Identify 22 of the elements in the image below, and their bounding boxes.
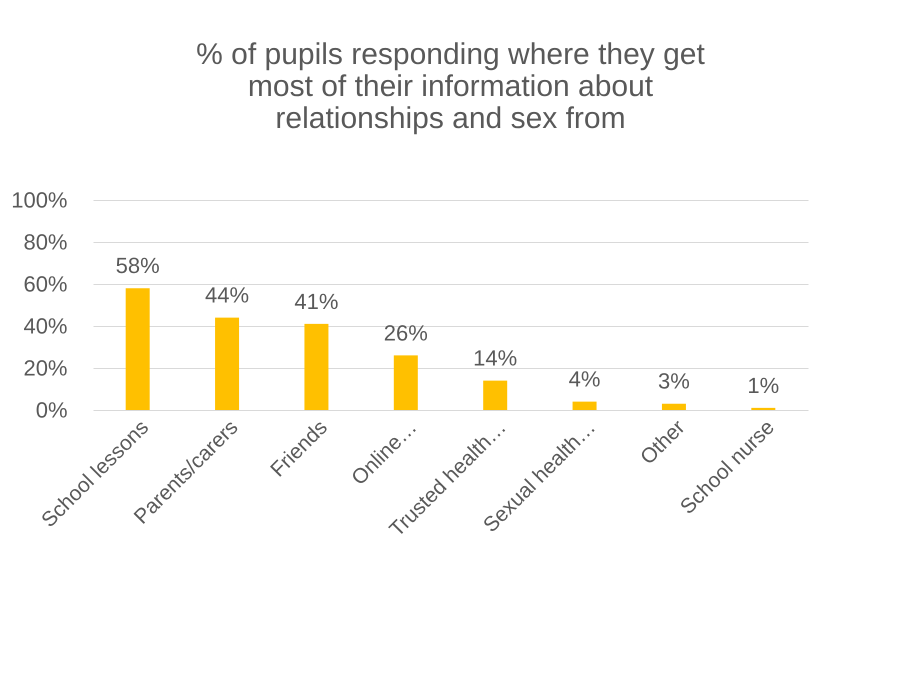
y-tick-label: 100% xyxy=(11,188,68,212)
y-tick-label: 0% xyxy=(36,398,68,422)
bar xyxy=(215,318,240,410)
bar xyxy=(304,324,328,410)
bar xyxy=(126,288,150,410)
y-tick-label: 80% xyxy=(23,230,68,254)
y-tick-label: 60% xyxy=(23,272,68,296)
y-tick-label: 40% xyxy=(23,314,68,338)
data-label: 26% xyxy=(384,320,428,346)
bar xyxy=(662,404,686,410)
data-label: 58% xyxy=(116,253,160,278)
data-label: 3% xyxy=(658,368,690,394)
data-label: 41% xyxy=(294,288,338,314)
data-label: 1% xyxy=(747,372,780,398)
bar xyxy=(394,355,418,410)
y-tick-label: 20% xyxy=(23,356,68,380)
data-label: 44% xyxy=(205,282,250,308)
chart-title: % of pupils responding where they get most of their information about relationships and sex from xyxy=(196,38,706,135)
data-label: 14% xyxy=(473,346,518,371)
bar xyxy=(483,380,508,410)
bar xyxy=(572,402,597,410)
data-label: 4% xyxy=(568,366,600,392)
